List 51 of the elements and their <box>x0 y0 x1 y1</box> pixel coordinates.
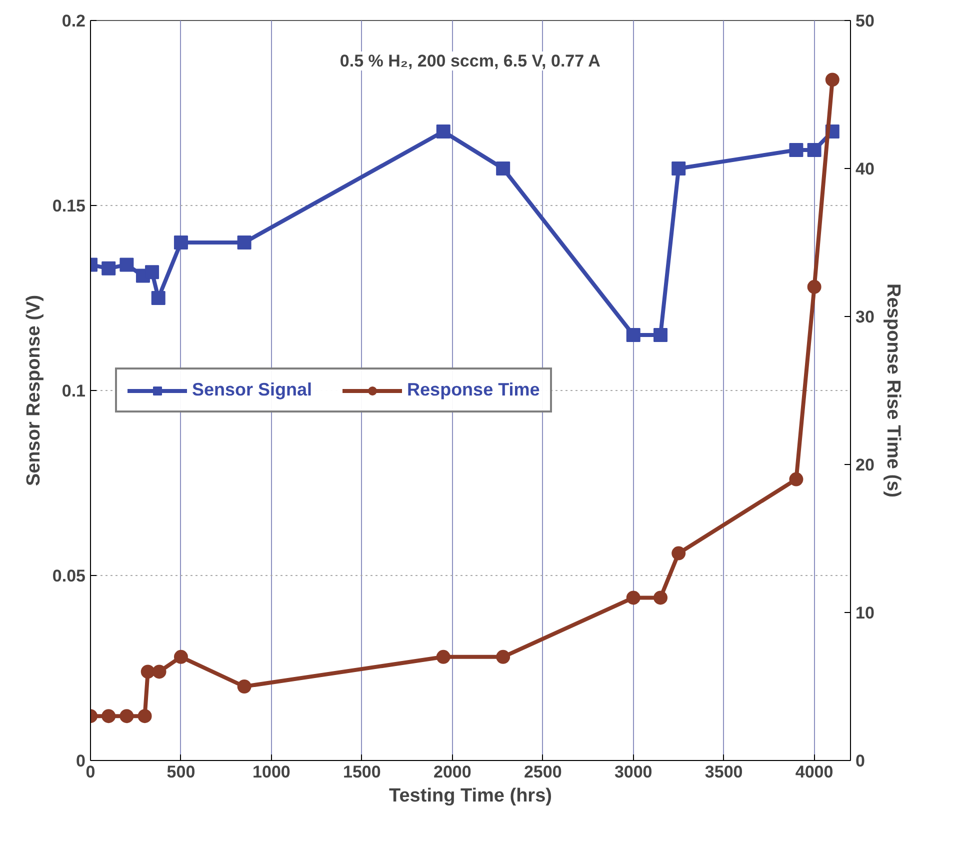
y-tick-label: 0.1 <box>62 382 86 400</box>
point <box>496 650 510 664</box>
point <box>807 280 822 294</box>
point <box>120 709 134 724</box>
point <box>436 124 450 138</box>
point <box>151 291 166 305</box>
y-tick-label: 0.2 <box>62 12 86 30</box>
point <box>237 236 252 250</box>
annotation: 0.5 % H₂, 200 sccm, 6.5 V, 0.77 A <box>340 52 600 70</box>
y2-tick-label: 40 <box>856 160 874 178</box>
y-axis-title: Sensor Response (V) <box>23 294 44 486</box>
x-tick-label: 1500 <box>343 762 381 782</box>
point <box>672 546 686 560</box>
x-tick-label: 3000 <box>614 762 652 782</box>
point <box>672 162 686 176</box>
point <box>436 650 450 664</box>
x-tick-label: 4000 <box>795 762 834 782</box>
point <box>174 650 188 664</box>
y2-axis-title: Response Rise Time (s) <box>882 284 904 498</box>
point <box>102 261 116 276</box>
point <box>237 680 252 694</box>
point <box>102 709 116 724</box>
x-tick-label: 2500 <box>524 762 562 782</box>
y-tick-label: 0.05 <box>52 566 86 586</box>
point <box>138 709 152 724</box>
point <box>626 328 640 342</box>
x-axis-title: Testing Time (hrs) <box>389 786 552 806</box>
legend-label: Response Time <box>407 380 540 400</box>
x-tick-label: 1000 <box>252 762 290 782</box>
point <box>174 236 188 250</box>
point <box>496 162 510 176</box>
y2-tick-label: 10 <box>856 604 874 622</box>
x-tick-label: 3500 <box>704 762 743 782</box>
legend-label: Sensor Signal <box>192 380 312 400</box>
x-tick-label: 2000 <box>433 762 472 782</box>
point <box>626 590 640 605</box>
point <box>789 472 804 486</box>
y2-tick-label: 30 <box>856 308 874 326</box>
y2-tick-label: 20 <box>856 456 874 474</box>
point <box>152 664 166 679</box>
point <box>145 265 160 280</box>
y2-tick-label: 50 <box>856 12 874 30</box>
y-tick-label: 0.15 <box>52 196 86 216</box>
point <box>789 143 804 157</box>
point <box>140 664 155 679</box>
point <box>120 258 134 272</box>
point <box>807 143 822 157</box>
x-tick-label: 500 <box>166 762 196 782</box>
point <box>825 72 840 87</box>
point <box>654 328 668 342</box>
point <box>654 590 668 605</box>
